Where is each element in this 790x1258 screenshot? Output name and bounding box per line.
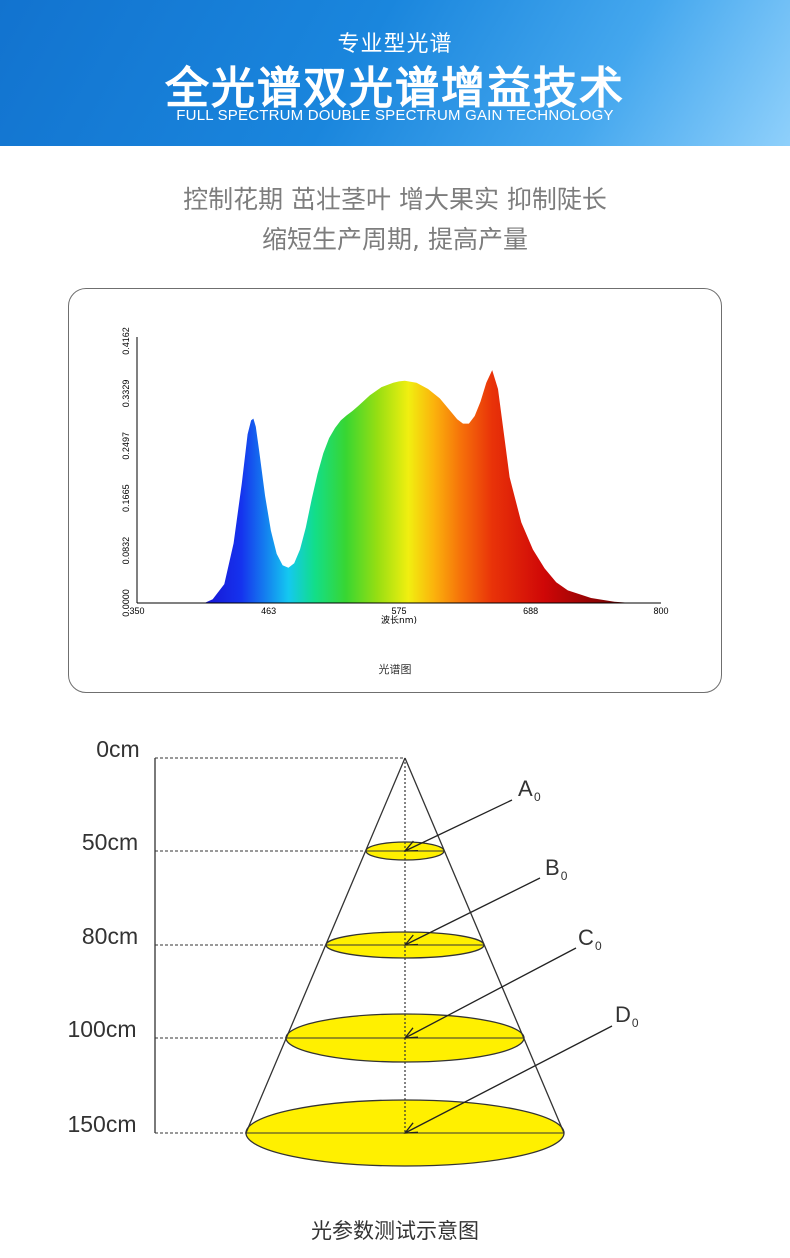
pointer-line [404,877,541,946]
tagline-line-2: 缩短生产周期, 提高产量 [262,225,528,254]
pointer-line [404,799,513,852]
banner-english-title: FULL SPECTRUM DOUBLE SPECTRUM GAIN TECHN… [176,107,614,124]
y-tick-label: 0.2497 [121,432,131,460]
spot-label-subscript: 0 [561,869,568,883]
banner-title: 全光谱双光谱增益技术 [165,63,625,114]
spectrum-chart: 350 463 575 688 800 0.0000 0.0832 0.1665 0.2497 0… [121,327,669,676]
cone-edge-left [245,757,406,1134]
x-tick-label: 575 [391,606,406,616]
x-tick-label: 463 [261,606,276,616]
cone-diagram-caption: 光参数测试示意图 [311,1219,479,1243]
spectrum-chart-frame: 350 463 575 688 800 0.0000 0.0832 0.1665 0.2497 0… [68,288,722,693]
pointer-arrowhead [403,1122,419,1134]
banner-subtitle: 专业型光谱 [337,32,453,57]
spectrum-area [204,370,632,603]
pointer-arrowhead [403,1027,419,1039]
y-tick-label: 0.4162 [121,327,131,355]
spot-label-b: B [545,855,560,880]
cone-edge-right [404,757,565,1134]
spot-label-subscript: 0 [595,939,602,953]
distance-label: 0cm [96,736,139,762]
x-tick-label: 800 [653,606,668,616]
x-tick-label: 688 [523,606,538,616]
pointer-arrowhead [403,934,419,946]
spot-label-d: D [615,1002,631,1027]
y-tick-label: 0.0832 [121,537,131,565]
x-axis-title: 波长nm) [381,614,417,626]
x-tick-label: 350 [129,606,144,616]
y-tick-label: 0.1665 [121,484,131,512]
y-tick-label: 0.3329 [121,380,131,408]
y-tick-label: 0.0000 [121,589,131,617]
distance-label: 150cm [67,1111,136,1137]
header-banner: 专业型光谱 全光谱双光谱增益技术 FULL SPECTRUM DOUBLE SP… [0,0,790,146]
distance-label: 80cm [82,923,138,949]
pointer-line [404,947,577,1039]
spot-label-subscript: 0 [534,790,541,804]
spot-label-a: A [518,776,533,801]
pointer-line [404,1025,613,1134]
chart-caption: 光谱图 [379,662,412,676]
pointer-arrowhead [403,840,419,852]
distance-label: 100cm [67,1016,136,1042]
tagline-line-1: 控制花期 茁壮茎叶 增大果实 抑制陡长 [183,185,607,214]
spot-label-c: C [578,925,594,950]
distance-label: 50cm [82,829,138,855]
spot-label-subscript: 0 [632,1016,639,1030]
